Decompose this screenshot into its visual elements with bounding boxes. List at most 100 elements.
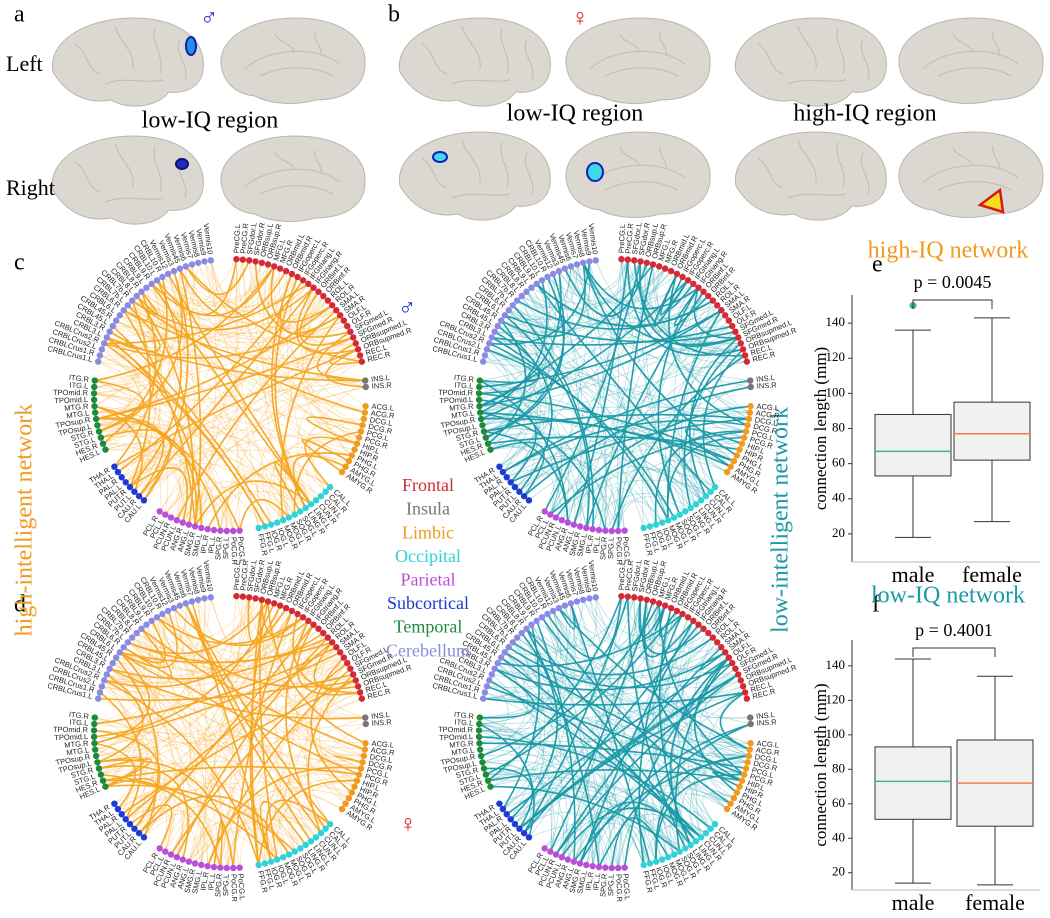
edge <box>188 788 349 862</box>
node <box>362 377 369 384</box>
edge <box>248 597 333 656</box>
edge <box>151 597 250 639</box>
edge <box>480 279 689 420</box>
edge <box>547 276 584 523</box>
edge <box>483 268 666 362</box>
node <box>352 677 360 684</box>
node <box>133 629 140 637</box>
edge <box>680 761 748 849</box>
edge <box>499 268 666 467</box>
node-label: ITG.R <box>453 710 474 721</box>
edge <box>589 598 663 860</box>
edge <box>617 692 746 869</box>
node <box>305 280 312 288</box>
node <box>714 302 721 309</box>
edge <box>113 291 157 468</box>
edge <box>121 781 352 815</box>
node <box>709 634 717 641</box>
node <box>533 280 540 288</box>
edge <box>644 599 749 757</box>
node <box>100 340 108 347</box>
edge <box>526 603 575 651</box>
edge <box>119 652 167 852</box>
edge <box>191 601 272 862</box>
region-highlight <box>175 158 189 170</box>
node <box>631 257 638 264</box>
edge <box>116 320 348 349</box>
node <box>97 771 105 778</box>
edge <box>98 673 354 702</box>
edge <box>489 343 547 467</box>
node <box>128 634 136 641</box>
edge <box>523 605 666 834</box>
node <box>618 255 625 263</box>
edge <box>151 266 275 307</box>
node <box>735 334 742 341</box>
edge <box>100 421 156 445</box>
female-symbol: ♀ <box>399 812 417 838</box>
node <box>294 610 301 618</box>
legend-entry: Subcortical <box>387 593 469 613</box>
edge <box>109 668 326 830</box>
edge <box>685 315 747 368</box>
edge <box>101 331 158 365</box>
node <box>350 671 357 678</box>
edge <box>605 485 625 531</box>
edge <box>134 646 337 829</box>
edge <box>138 287 315 497</box>
edge <box>94 628 151 725</box>
edge <box>204 261 284 521</box>
edge <box>526 291 740 450</box>
edge <box>684 427 743 468</box>
node <box>148 280 155 288</box>
node <box>264 261 272 268</box>
node <box>484 440 492 447</box>
edge <box>512 276 563 329</box>
node <box>90 727 98 734</box>
edge <box>125 291 319 483</box>
node <box>501 649 508 656</box>
chart-title: high-IQ network <box>868 238 1029 264</box>
legend-entry: Frontal <box>402 475 454 495</box>
node <box>285 514 293 521</box>
edge <box>119 628 173 679</box>
edge <box>501 268 666 328</box>
node <box>595 863 603 871</box>
edge <box>690 380 751 501</box>
node <box>170 267 178 275</box>
edge <box>127 636 329 664</box>
edge <box>643 599 743 782</box>
node <box>320 629 327 637</box>
edge <box>328 342 362 365</box>
edge <box>204 261 263 304</box>
edge <box>482 414 538 432</box>
edge <box>100 264 194 438</box>
node <box>103 671 110 678</box>
edge <box>514 637 714 825</box>
edge <box>95 617 162 757</box>
node <box>191 523 199 530</box>
node-label: PreCG.R <box>238 222 250 254</box>
edge <box>479 717 691 846</box>
edge <box>490 441 545 497</box>
edge <box>162 276 337 316</box>
node <box>487 783 494 790</box>
node <box>173 853 181 861</box>
edge <box>98 758 152 788</box>
edge <box>232 468 322 531</box>
node <box>267 521 275 528</box>
node <box>357 765 365 772</box>
edge <box>605 808 663 868</box>
node <box>91 720 98 728</box>
edge <box>315 632 366 718</box>
panel-label: e <box>872 252 883 278</box>
node <box>586 595 593 602</box>
edge <box>523 386 751 497</box>
edge <box>232 610 293 869</box>
node-label: ACG.L <box>371 739 394 750</box>
edge <box>273 465 317 518</box>
node <box>745 752 753 760</box>
node <box>564 856 572 863</box>
region-highlight <box>432 151 448 163</box>
edge <box>579 723 752 864</box>
